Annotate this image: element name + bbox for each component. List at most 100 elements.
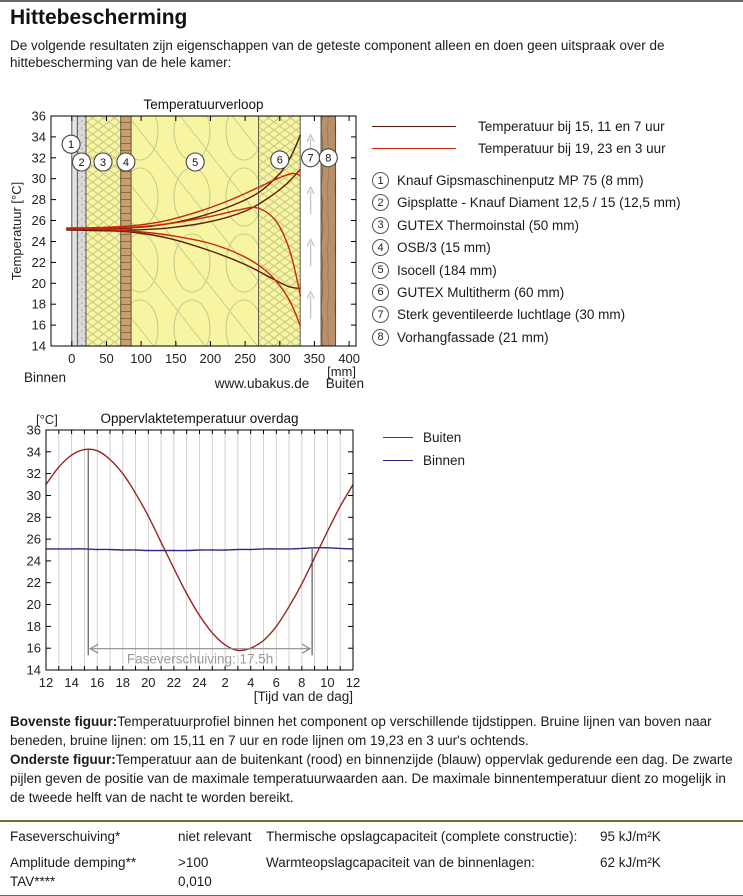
svg-text:14: 14 <box>27 663 41 678</box>
layer-callout-1: 1 <box>61 134 81 154</box>
chart-title: Temperatuurverloop <box>143 98 263 112</box>
material-label: GUTEX Multitherm (60 mm) <box>397 284 565 300</box>
material-list-item: 5 Isocell (184 mm) <box>372 261 743 279</box>
svg-text:4: 4 <box>247 675 254 690</box>
svg-text:10: 10 <box>320 675 334 690</box>
svg-text:26: 26 <box>32 213 46 228</box>
material-label: OSB/3 (15 mm) <box>397 240 491 256</box>
figure-notes: Bovenste figuur:Temperatuurprofiel binne… <box>10 712 743 807</box>
material-list-item: 8 Vorhangfassade (21 mm) <box>372 328 743 346</box>
series-19-uur <box>66 172 301 229</box>
svg-text:100: 100 <box>130 351 152 366</box>
layer-callout-3: 3 <box>93 152 113 172</box>
legend-label: Binnen <box>423 453 466 468</box>
svg-text:22: 22 <box>27 575 41 590</box>
param-value: 95 kJ/m²K <box>600 829 661 844</box>
svg-text:5: 5 <box>192 157 198 169</box>
svg-text:12: 12 <box>39 675 53 690</box>
material-number-badge: 1 <box>372 172 389 189</box>
svg-text:6: 6 <box>273 675 280 690</box>
buiten-label: Buiten <box>326 376 364 391</box>
legend-line-icon <box>372 125 456 127</box>
svg-text:32: 32 <box>32 150 46 165</box>
materials-list: 1 Knauf Gipsmaschinenputz MP 75 (8 mm) 2… <box>372 172 743 351</box>
layer-callout-4: 4 <box>116 152 136 172</box>
legend-item-buiten: Buiten <box>383 426 465 449</box>
material-list-item: 2 Gipsplatte - Knauf Diament 12,5 / 15 (… <box>372 194 743 212</box>
legend-item: Temperatuur bij 19, 23 en 3 uur <box>372 137 743 159</box>
material-label: Knauf Gipsmaschinenputz MP 75 (8 mm) <box>397 173 644 188</box>
svg-text:12: 12 <box>346 675 360 690</box>
table-row-tav: TAV**** 0,010 <box>0 872 743 896</box>
svg-text:20: 20 <box>141 675 155 690</box>
y-axis-unit: [°C] <box>36 412 58 427</box>
legend-line-icon <box>372 147 456 149</box>
param-value: 0,010 <box>178 874 212 889</box>
phase-shift-arrow-icon <box>88 643 312 654</box>
svg-text:36: 36 <box>27 423 41 438</box>
svg-text:16: 16 <box>90 675 104 690</box>
material-number-badge: 4 <box>372 239 389 257</box>
note-lower-text: Temperatuur aan de buitenkant (rood) en … <box>10 752 733 805</box>
param-value: >100 <box>178 855 209 870</box>
svg-text:14: 14 <box>64 675 78 690</box>
surface-chart-legend: Buiten Binnen <box>383 426 465 472</box>
material-label: Vorhangfassade (21 mm) <box>397 329 549 345</box>
param-label: TAV**** <box>10 874 56 889</box>
layer-1 <box>71 116 78 346</box>
legend-line-icon <box>383 460 413 461</box>
svg-text:7: 7 <box>308 153 314 165</box>
temperature-profile-chart: 1 2 3 4 5 6 7 8 14 16 18 <box>10 98 364 391</box>
surface-temperature-chart: Faseverschuiving: 17.5h 14 16 18 20 22 2… <box>27 411 361 704</box>
series-binnen <box>46 547 354 552</box>
svg-text:18: 18 <box>116 675 130 690</box>
chart-title: Oppervlaktetemperatuur overdag <box>100 411 298 426</box>
svg-text:34: 34 <box>32 129 46 144</box>
svg-text:26: 26 <box>27 532 41 547</box>
svg-text:8: 8 <box>325 153 331 165</box>
svg-text:400: 400 <box>338 351 360 366</box>
legend-label: Temperatuur bij 19, 23 en 3 uur <box>478 140 666 156</box>
note-lower-title: Onderste figuur: <box>10 752 116 767</box>
material-list-item: 1 Knauf Gipsmaschinenputz MP 75 (8 mm) <box>372 172 743 189</box>
series-buiten <box>45 448 354 652</box>
svg-text:4: 4 <box>123 157 129 169</box>
legend-label: Temperatuur bij 15, 11 en 7 uur <box>478 118 665 134</box>
svg-text:22: 22 <box>167 675 181 690</box>
svg-text:150: 150 <box>165 351 187 366</box>
param-label: Thermische opslagcapaciteit (complete co… <box>266 829 578 844</box>
svg-text:350: 350 <box>304 351 326 366</box>
legend-item-binnen: Binnen <box>383 449 465 472</box>
legend-item: Temperatuur bij 15, 11 en 7 uur <box>372 115 743 137</box>
svg-text:34: 34 <box>27 444 41 459</box>
material-list-item: 4 OSB/3 (15 mm) <box>372 239 743 257</box>
series-7-uur <box>66 229 301 290</box>
material-list-item: 6 GUTEX Multitherm (60 mm) <box>372 283 743 301</box>
layer-callout-8: 8 <box>318 148 338 168</box>
svg-text:18: 18 <box>32 297 46 312</box>
airflow-arrow-icon <box>306 290 315 319</box>
param-label <box>266 872 600 896</box>
surface-temperature-figure: Faseverschuiving: 17.5h 14 16 18 20 22 2… <box>10 410 743 710</box>
x-axis-label: [Tijd van de dag] <box>254 689 353 704</box>
svg-text:32: 32 <box>27 466 41 481</box>
airflow-arrow-icon <box>306 237 315 267</box>
note-lower-figure: Onderste figuur:Temperatuur aan de buite… <box>10 752 733 805</box>
y-axis-label: Temperatuur [°C] <box>10 182 24 280</box>
airflow-arrow-icon <box>306 185 315 215</box>
layer-callout-5: 5 <box>185 152 205 172</box>
svg-text:300: 300 <box>269 351 291 366</box>
note-upper-title: Bovenste figuur: <box>10 714 118 729</box>
legend-line-icon <box>383 437 413 438</box>
svg-text:250: 250 <box>234 351 256 366</box>
x-axis-unit: [mm] <box>327 364 356 379</box>
table-row-amplitude-demping: Amplitude demping** >100 Warmteopslagcap… <box>0 853 743 872</box>
watermark: www.ubakus.de <box>214 376 310 391</box>
material-list-item: 7 Sterk geventileerde luchtlage (30 mm) <box>372 306 743 324</box>
param-label: Warmteopslagcapaciteit van de binnenlage… <box>266 855 535 870</box>
svg-text:30: 30 <box>32 171 46 186</box>
param-label: Faseverschuiving* <box>10 829 121 844</box>
series-23-uur <box>66 206 302 296</box>
svg-text:6: 6 <box>277 155 283 167</box>
